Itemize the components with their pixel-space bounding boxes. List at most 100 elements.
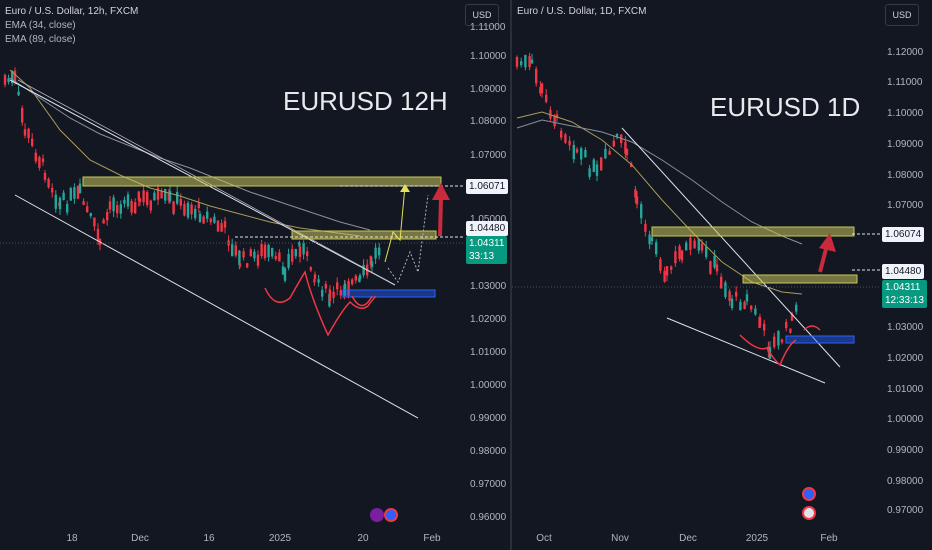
chart-pane-12h[interactable]: Euro / U.S. Dollar, 12h, FXCM EMA (34, c… <box>0 0 510 550</box>
candle-body <box>160 190 163 199</box>
candle-body <box>130 200 133 213</box>
candle-body <box>21 107 24 123</box>
candle-body <box>351 279 354 285</box>
candle-body <box>238 263 242 267</box>
candle-body <box>713 255 716 268</box>
candle-body <box>763 323 766 331</box>
price-tag-lower-level: 1.04480 <box>882 264 925 279</box>
candle-body <box>27 128 30 139</box>
candle-body <box>524 55 527 68</box>
candle-body <box>267 244 270 258</box>
candle-body <box>3 75 7 85</box>
candle-body <box>176 191 179 204</box>
candle-body <box>164 188 167 201</box>
price-tick: 1.03000 <box>887 322 924 333</box>
economic-event-icon[interactable] <box>802 487 816 501</box>
candle-body <box>256 254 260 266</box>
candle-body <box>234 245 237 256</box>
candle-body <box>584 149 587 158</box>
candle-body <box>34 152 37 162</box>
bar-countdown: 33:13 <box>469 251 495 262</box>
candle-body <box>134 202 137 214</box>
candle-body <box>263 244 267 259</box>
indicator-ema-89[interactable]: EMA (89, close) <box>5 34 76 45</box>
economic-event-icon[interactable] <box>384 508 398 522</box>
chart-canvas-1d[interactable] <box>512 0 932 550</box>
us-flag-event-icon[interactable] <box>802 506 816 520</box>
candle-body <box>31 138 34 146</box>
current-price-tag: 1.04311 33:13 <box>466 236 508 264</box>
candle-body <box>126 194 130 207</box>
candle-body <box>595 164 599 176</box>
candle-body <box>697 238 700 251</box>
candle-body <box>249 249 252 257</box>
candle-body <box>336 282 339 290</box>
chart-pane-1d[interactable]: Euro / U.S. Dollar, 1D, FXCM USD EURUSD … <box>512 0 932 550</box>
candle-body <box>568 140 571 146</box>
candle-body <box>785 322 788 329</box>
candle-body <box>378 247 381 256</box>
candle-body <box>362 264 365 276</box>
candle-body <box>93 217 96 227</box>
candle-body <box>172 201 175 214</box>
candle-body <box>634 189 637 198</box>
bar-countdown: 12:33:13 <box>885 295 924 306</box>
candle-body <box>206 211 209 219</box>
channel-line-lower <box>14 194 419 419</box>
support-zone <box>342 289 436 298</box>
ema-89-line <box>9 77 371 231</box>
time-tick: 2025 <box>268 533 292 544</box>
candle-body <box>754 308 757 315</box>
candle-body <box>724 282 727 297</box>
candle-body <box>644 223 647 232</box>
candle-body <box>354 275 357 281</box>
candle-body <box>54 194 57 209</box>
pane-divider[interactable] <box>510 0 512 550</box>
chart-canvas-12h[interactable] <box>0 0 510 550</box>
price-tick: 1.05000 <box>470 214 507 225</box>
candle-body <box>11 70 14 84</box>
candle-body <box>540 83 544 94</box>
candle-body <box>549 109 552 119</box>
candle-body <box>328 289 332 301</box>
candle-body <box>253 251 256 259</box>
candle-body <box>119 204 122 214</box>
candle-body <box>138 198 142 202</box>
candle-body <box>283 268 287 281</box>
candle-body <box>291 249 294 262</box>
candle-body <box>86 206 89 213</box>
candle-body <box>790 313 794 321</box>
time-tick: Dec <box>679 533 697 544</box>
currency-button[interactable]: USD <box>885 4 919 26</box>
candle-body <box>220 223 223 232</box>
candle-body <box>168 190 172 202</box>
price-tick: 1.07000 <box>887 200 924 211</box>
currency-button[interactable]: USD <box>465 4 499 26</box>
support-zone <box>785 335 855 344</box>
candle-body <box>773 336 776 348</box>
candle-body <box>137 191 140 201</box>
flash-event-icon[interactable] <box>370 508 384 522</box>
price-tick: 0.97000 <box>887 505 924 516</box>
resistance-zone-lower <box>742 274 858 284</box>
symbol-title[interactable]: Euro / U.S. Dollar, 12h, FXCM <box>5 6 139 17</box>
candle-body <box>271 247 274 257</box>
candle-body <box>700 243 704 251</box>
candle-body <box>347 280 350 296</box>
candle-body <box>309 267 312 271</box>
candle-body <box>156 187 160 200</box>
candle-body <box>313 274 317 279</box>
symbol-title[interactable]: Euro / U.S. Dollar, 1D, FXCM <box>517 6 647 17</box>
candle-body <box>223 220 227 228</box>
candle-body <box>339 290 342 296</box>
candle-body <box>520 61 523 66</box>
candle-body <box>560 130 563 138</box>
candle-body <box>553 115 556 127</box>
candle-body <box>332 291 335 298</box>
indicator-ema-34[interactable]: EMA (34, close) <box>5 20 76 31</box>
candle-body <box>685 242 688 251</box>
price-tick: 1.01000 <box>470 347 507 358</box>
time-tick: 18 <box>66 533 78 544</box>
candle-body <box>183 204 186 216</box>
candle-body <box>630 163 633 168</box>
